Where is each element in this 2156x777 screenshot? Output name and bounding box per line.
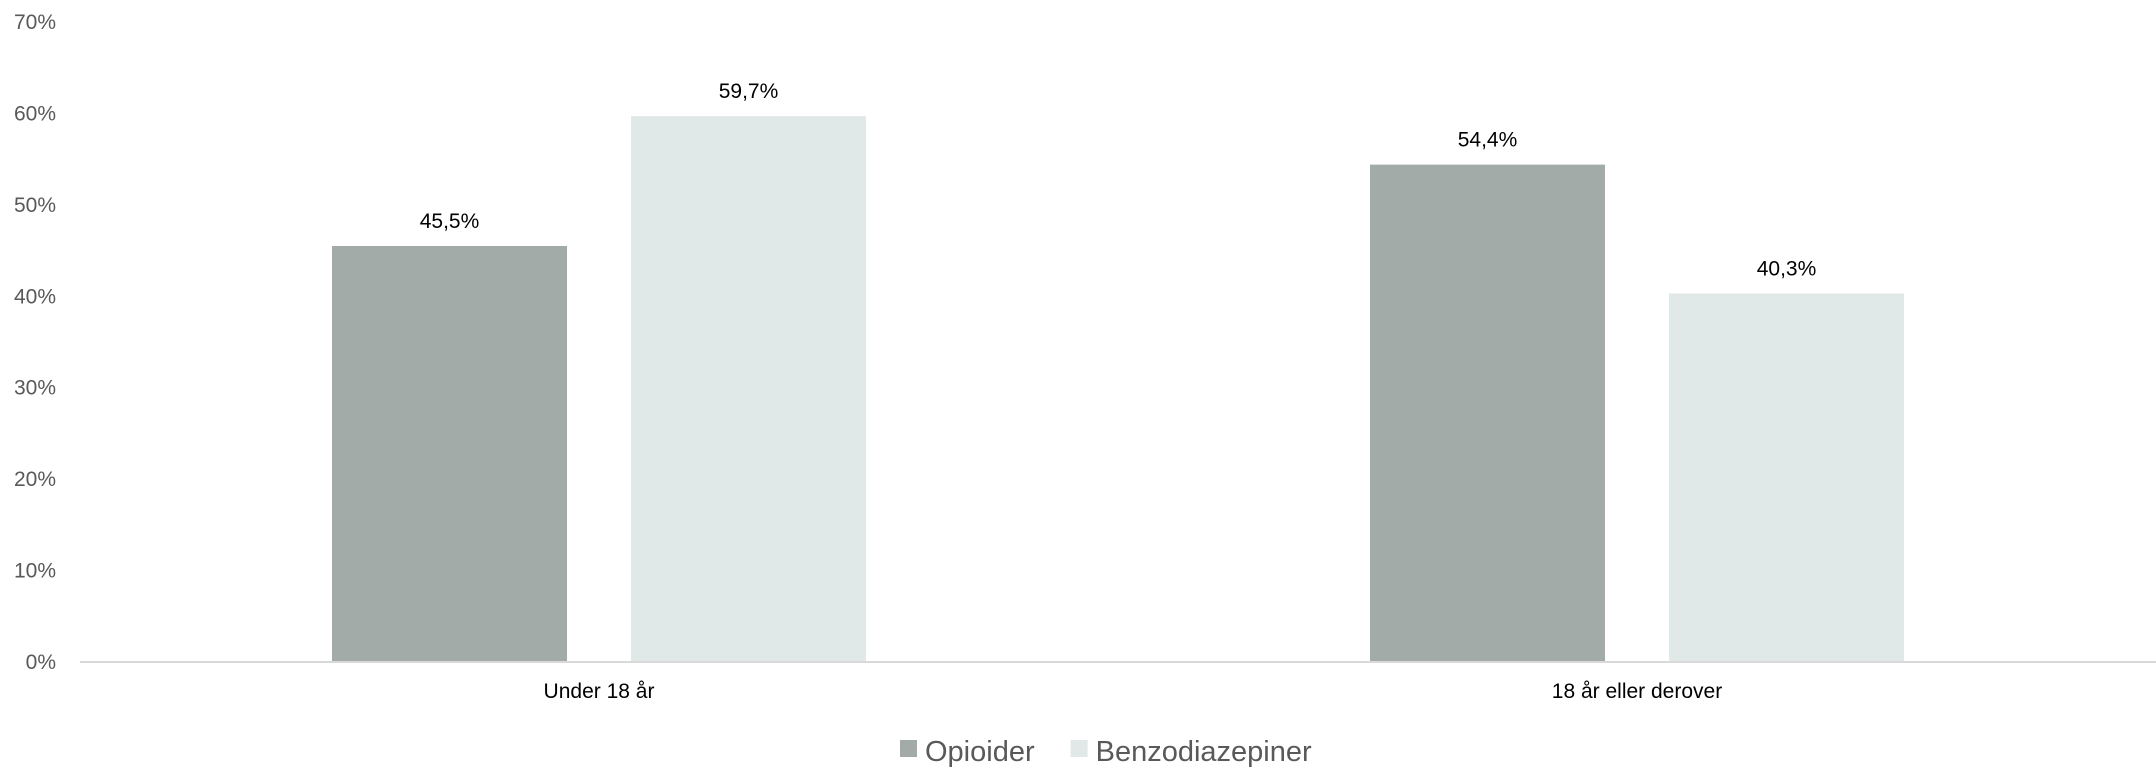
legend-swatch xyxy=(1070,740,1088,757)
y-tick-label: 0% xyxy=(26,651,56,674)
legend-label: Opioider xyxy=(925,736,1035,768)
y-tick-label: 60% xyxy=(14,102,56,125)
bar-benzodiazepiner-1 xyxy=(631,116,866,662)
x-category-label: Under 18 år xyxy=(544,680,655,703)
data-label: 54,4% xyxy=(1458,129,1518,152)
y-tick-label: 10% xyxy=(14,560,56,583)
x-category-label: 18 år eller derover xyxy=(1552,680,1722,703)
legend-label: Benzodiazepiner xyxy=(1096,736,1312,768)
data-label: 59,7% xyxy=(719,80,779,103)
legend: Opioider Benzodiazepiner xyxy=(900,736,1312,768)
y-axis: 0% 10% 20% 30% 40% 50% 60% 70% xyxy=(14,11,56,674)
data-label: 40,3% xyxy=(1757,258,1817,281)
bar-opioider-2 xyxy=(1370,164,1605,662)
x-axis: Under 18 år 18 år eller derover xyxy=(544,680,1723,703)
legend-swatch xyxy=(900,740,917,757)
y-tick-label: 50% xyxy=(14,194,56,217)
data-labels: 45,5% 59,7% 54,4% 40,3% xyxy=(420,80,1817,280)
bar-benzodiazepiner-2 xyxy=(1669,293,1904,662)
data-label: 45,5% xyxy=(420,210,480,233)
bars xyxy=(332,116,1904,662)
y-tick-label: 20% xyxy=(14,468,56,491)
y-tick-label: 70% xyxy=(14,11,56,34)
bar-opioider-1 xyxy=(332,246,567,662)
y-tick-label: 40% xyxy=(14,285,56,308)
y-tick-label: 30% xyxy=(14,377,56,400)
